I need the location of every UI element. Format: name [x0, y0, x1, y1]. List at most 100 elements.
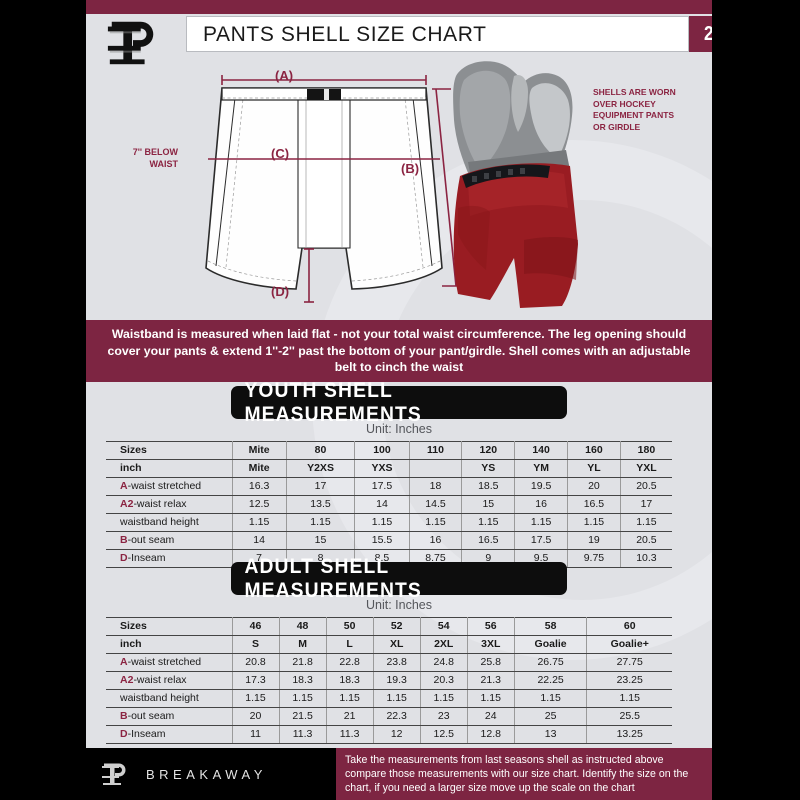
page-title: PANTS SHELL SIZE CHART	[203, 23, 487, 46]
footer-brand-text: BREAKAWAY	[146, 766, 267, 782]
measurement-cell: 20.5	[619, 477, 672, 496]
measurement-cell: 1.15	[514, 513, 569, 532]
size-header-cell: 2XL	[419, 635, 468, 654]
measurement-cell: 11.3	[325, 725, 374, 744]
size-header-cell: 56	[466, 617, 515, 636]
size-header-cell: L	[325, 635, 374, 654]
measure-marker: A	[120, 656, 128, 668]
row-label: A2-waist relax	[106, 495, 233, 514]
measurement-cell: 15	[461, 495, 516, 514]
measurement-cell: 1.15	[419, 689, 468, 708]
row-label: B-out seam	[106, 707, 233, 726]
breakaway-b-monogram-icon	[102, 763, 126, 785]
measure-marker: D	[120, 728, 128, 740]
measurement-cell: 22.25	[513, 671, 588, 690]
measure-marker: B	[120, 534, 128, 546]
measurement-cell: 1.15	[231, 513, 287, 532]
measurement-cell: 19.5	[514, 477, 569, 496]
breakaway-b-monogram-icon	[107, 21, 154, 65]
measurement-cell: 18.5	[461, 477, 516, 496]
size-header-cell: 46	[231, 617, 280, 636]
row-label: Sizes	[106, 617, 233, 636]
measurement-cell: 1.15	[461, 513, 516, 532]
row-label: A2-waist relax	[106, 671, 233, 690]
size-header-cell: 110	[408, 441, 463, 460]
measurement-cell: 9.75	[567, 549, 621, 568]
size-header-cell: 80	[285, 441, 356, 460]
measure-label-c: (C)	[271, 146, 290, 161]
measure-marker: B	[120, 710, 128, 722]
measurement-cell: 17.5	[354, 477, 410, 496]
measurement-cell: 15	[285, 531, 356, 550]
size-header-cell: 100	[354, 441, 410, 460]
diagram-area: 7'' BELOW WAIST	[86, 58, 712, 316]
measurement-cell: 13.5	[285, 495, 356, 514]
measurement-cell: 25.5	[586, 707, 672, 726]
measurement-cell: 21.5	[278, 707, 327, 726]
size-header-cell: YM	[514, 459, 569, 478]
measurement-cell: 14	[354, 495, 410, 514]
measurement-cell: 19	[567, 531, 621, 550]
size-header-cell: Mite	[231, 441, 287, 460]
table-row: D-Inseam 11 11.3 11.3 12 12.5 12.8 13 13.25	[106, 725, 672, 744]
measurement-cell: 12.5	[419, 725, 468, 744]
photo-note: SHELLS ARE WORN OVER HOCKEY EQUIPMENT PANT…	[593, 87, 676, 132]
measurement-cell: 20.5	[619, 531, 672, 550]
measurement-cell: 20.3	[419, 671, 468, 690]
size-header-cell: 3XL	[466, 635, 515, 654]
size-header-cell: 180	[619, 441, 672, 460]
measurement-cell: 11	[231, 725, 280, 744]
size-header-cell: S	[231, 635, 280, 654]
table-row: waistband height 1.15 1.15 1.15 1.15 1.15 1.15…	[106, 689, 672, 708]
measurement-cell: 1.15	[354, 513, 410, 532]
measurement-cell: 1.15	[285, 513, 356, 532]
row-label: D-Inseam	[106, 725, 233, 744]
measurement-cell: 21.3	[466, 671, 515, 690]
title-box: PANTS SHELL SIZE CHART	[186, 16, 689, 52]
adult-unit-label: Unit: Inches	[365, 598, 432, 612]
row-label: waistband height	[106, 689, 233, 708]
measurement-cell: 16	[408, 531, 463, 550]
measure-marker: A2	[120, 674, 134, 686]
measurement-cell: 18	[408, 477, 463, 496]
table-row: A2-waist relax 12.5 13.5 14 14.5 15 16 16.5 17	[106, 495, 672, 514]
measurement-cell: 1.15	[372, 689, 421, 708]
measurement-cell: 23.8	[372, 653, 421, 672]
measurement-cell: 1.15	[408, 513, 463, 532]
measurement-cell: 17	[619, 495, 672, 514]
measurement-cell: 19.3	[372, 671, 421, 690]
size-header-cell: Goalie+	[586, 635, 672, 654]
footer: BREAKAWAY Take the measurements from las…	[0, 748, 800, 800]
size-header-cell: 58	[513, 617, 588, 636]
measurement-cell: 1.15	[567, 513, 621, 532]
date-badge: 2025.4.22	[689, 16, 712, 52]
size-header-cell: 140	[514, 441, 569, 460]
row-label: D-Inseam	[106, 549, 233, 568]
size-header-cell: M	[278, 635, 327, 654]
measurement-cell: 1.15	[325, 689, 374, 708]
measurement-cell: 11.3	[278, 725, 327, 744]
measurement-cell: 13.25	[586, 725, 672, 744]
size-header-cell: 52	[372, 617, 421, 636]
adult-title-text: ADULT SHELL MEASUREMENTS	[244, 554, 422, 602]
table-row: B-out seam 14 15 15.5 16 16.5 17.5 19 20.5	[106, 531, 672, 550]
measurement-cell: 16	[514, 495, 569, 514]
measurement-cell: 13	[513, 725, 588, 744]
measurement-cell: 21.8	[278, 653, 327, 672]
size-header-cell: YL	[567, 459, 621, 478]
measurement-cell: 14.5	[408, 495, 463, 514]
size-header-cell: 60	[586, 617, 672, 636]
size-header-cell: 48	[278, 617, 327, 636]
youth-section-title: YOUTH SHELL MEASUREMENTS	[231, 379, 567, 426]
size-header-cell: 120	[461, 441, 516, 460]
row-label: A-waist stretched	[106, 477, 233, 496]
measurement-cell: 23	[419, 707, 468, 726]
measure-marker: D	[120, 552, 128, 564]
top-accent-bar	[86, 0, 712, 14]
size-header-cell: 160	[567, 441, 621, 460]
measurement-cell: 20	[231, 707, 280, 726]
measurement-cell: 22.3	[372, 707, 421, 726]
size-header-cell: YXS	[354, 459, 410, 478]
measure-marker: A	[120, 480, 128, 492]
measurement-cell: 1.15	[619, 513, 672, 532]
